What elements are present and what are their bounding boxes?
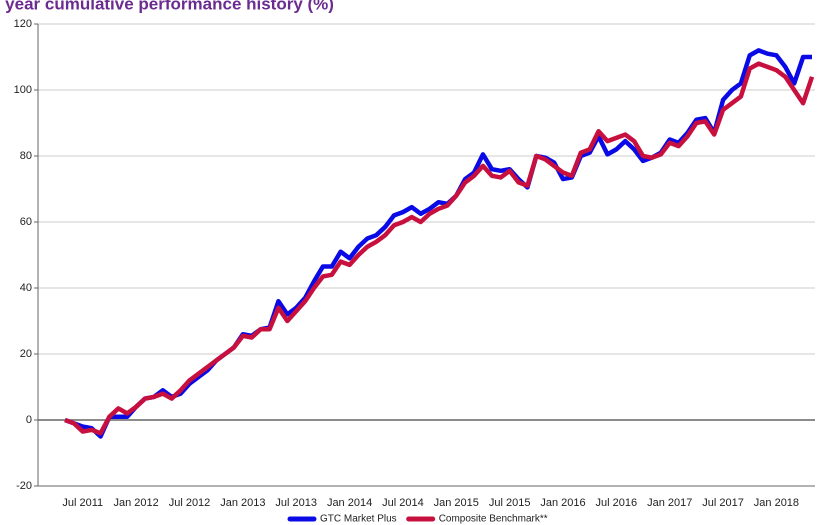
x-tick-label: Jan 2018 bbox=[754, 497, 799, 509]
x-tick-label: Jan 2013 bbox=[220, 497, 265, 509]
y-tick-label: 40 bbox=[20, 282, 32, 294]
x-tick-label: Jan 2014 bbox=[327, 497, 372, 509]
x-tick-label: Jan 2015 bbox=[434, 497, 479, 509]
y-tick-label: 20 bbox=[20, 348, 32, 360]
x-tick-label: Jul 2012 bbox=[169, 497, 211, 509]
x-tick-label: Jan 2012 bbox=[114, 497, 159, 509]
y-tick-label: 60 bbox=[20, 216, 32, 228]
x-tick-label: Jul 2017 bbox=[702, 497, 744, 509]
y-tick-label: 0 bbox=[26, 414, 32, 426]
y-tick-label: 100 bbox=[14, 84, 32, 96]
x-tick-label: Jan 2017 bbox=[647, 497, 692, 509]
x-tick-label: Jul 2014 bbox=[382, 497, 424, 509]
y-tick-label: 80 bbox=[20, 150, 32, 162]
series-line bbox=[64, 48, 812, 439]
x-tick-label: Jul 2011 bbox=[62, 497, 103, 509]
x-tick-label: Jan 2016 bbox=[540, 497, 585, 509]
legend-label: Composite Benchmark** bbox=[439, 514, 548, 525]
series-line bbox=[64, 61, 815, 436]
y-tick-label: 120 bbox=[14, 18, 32, 30]
chart-title: 7 year cumulative performance history (%… bbox=[0, 0, 334, 13]
x-tick-label: Jul 2016 bbox=[596, 497, 638, 509]
x-tick-label: Jul 2015 bbox=[489, 497, 531, 509]
legend-label: GTC Market Plus bbox=[320, 514, 397, 525]
y-tick-label: -20 bbox=[16, 480, 32, 492]
x-tick-label: Jul 2013 bbox=[275, 497, 317, 509]
